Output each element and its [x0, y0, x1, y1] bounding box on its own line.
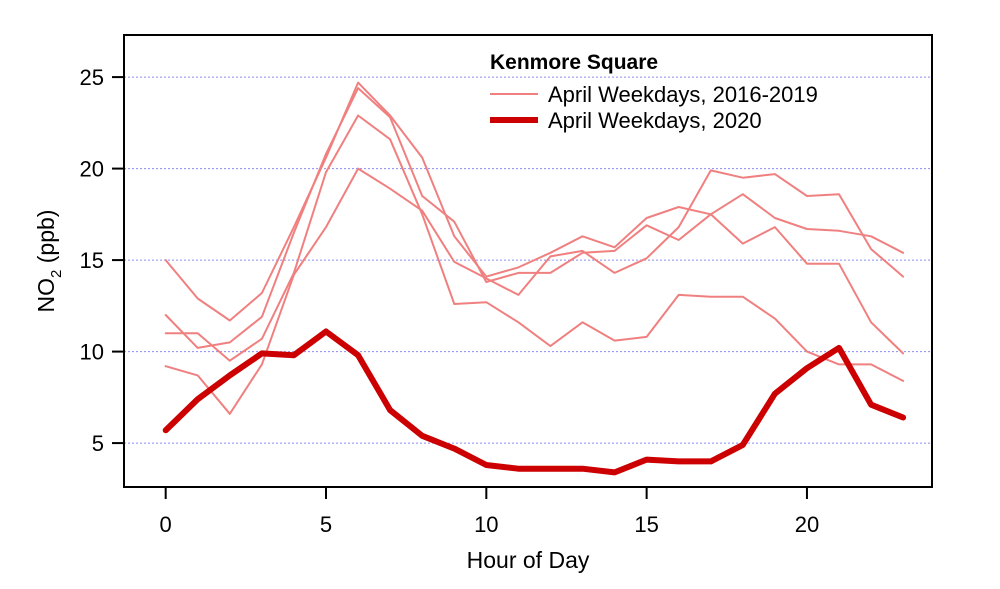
y-tick-label-20: 20 — [80, 157, 104, 182]
series-line-1 — [164, 87, 905, 355]
x-tick-label-10: 10 — [474, 512, 498, 537]
y-axis-title-suffix: (ppb) — [33, 210, 59, 270]
legend-label-2020: April Weekdays, 2020 — [548, 108, 762, 133]
y-axis-title-main: NO — [33, 278, 59, 313]
axis-ticks: 5 10 15 20 25 0 5 10 15 20 — [80, 65, 820, 537]
series-line-4 — [162, 328, 907, 476]
x-axis-title: Hour of Day — [467, 547, 590, 573]
y-tick-label-5: 5 — [92, 431, 104, 456]
legend: Kenmore Square April Weekdays, 2016-2019… — [490, 51, 818, 133]
legend-label-2016-2019: April Weekdays, 2016-2019 — [548, 82, 818, 107]
series-line-2 — [164, 114, 905, 382]
y-tick-label-25: 25 — [80, 65, 104, 90]
legend-title: Kenmore Square — [490, 51, 658, 74]
x-tick-label-0: 0 — [160, 512, 172, 537]
series-line-0 — [164, 81, 905, 322]
y-axis-title-subscript: 2 — [48, 270, 65, 278]
gridlines — [124, 76, 932, 444]
series-line-3 — [164, 167, 905, 415]
y-tick-label-15: 15 — [80, 248, 104, 273]
y-axis-title: NO2 (ppb) — [33, 210, 65, 313]
x-tick-label-15: 15 — [634, 512, 658, 537]
y-tick-label-10: 10 — [80, 340, 104, 365]
x-tick-label-20: 20 — [795, 512, 819, 537]
x-tick-label-5: 5 — [320, 512, 332, 537]
series-group — [162, 81, 907, 476]
